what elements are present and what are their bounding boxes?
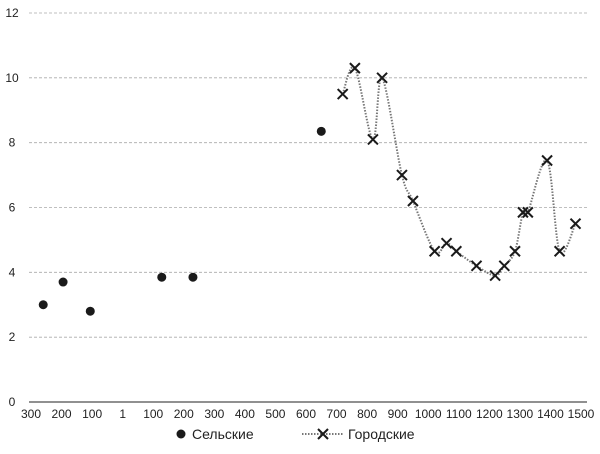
urban-point-x-marker [541, 154, 553, 167]
urban-point-x-marker [509, 245, 521, 257]
x-tick-label: 900 [388, 407, 408, 421]
urban-point-x-marker [470, 260, 483, 272]
x-tick-label: 200 [174, 407, 194, 421]
x-tick-label: 400 [235, 407, 255, 421]
urban-point-x-marker [336, 88, 349, 100]
rural-point-dot [157, 272, 167, 282]
x-tick-label: 1500 [568, 407, 595, 421]
x-tick-label: 800 [357, 407, 377, 421]
urban-point-x-marker [407, 195, 419, 207]
urban-point-x-marker [440, 237, 453, 249]
urban-point-x-marker [553, 245, 566, 257]
x-tick-label: 200 [52, 407, 72, 421]
rural-point-dot [316, 126, 326, 136]
rural-point-dot [58, 277, 68, 287]
y-tick-label: 2 [9, 330, 16, 344]
gridlines [29, 12, 587, 403]
x-tick-label: 300 [204, 407, 224, 421]
x-tick-label: 600 [296, 407, 316, 421]
y-tick-label: 8 [9, 136, 16, 150]
x-tick-label: 300 [21, 407, 41, 421]
x-tick-label: 1300 [507, 407, 534, 421]
y-tick-label: 12 [5, 6, 19, 20]
urban-point-x-marker [489, 269, 501, 282]
x-tick-label: 1000 [415, 407, 442, 421]
urban-point-x-marker [376, 72, 388, 84]
y-tick-label: 4 [9, 265, 16, 279]
urban-point-x-marker [569, 218, 582, 230]
x-tick-label: 1400 [537, 407, 564, 421]
urban-series-line [341, 65, 577, 277]
series [38, 62, 582, 316]
urban-point-x-marker [498, 260, 511, 272]
legend-x-marker [317, 428, 329, 440]
urban-point-x-marker [396, 169, 408, 181]
x-tick-label: 100 [82, 407, 102, 421]
legend-label-urban: Городские [348, 426, 415, 442]
y-tick-label: 6 [9, 201, 16, 215]
urban-point-x-marker [428, 245, 441, 257]
rural-point-dot [85, 306, 95, 316]
x-tick-label: 1 [119, 407, 126, 421]
y-axis-ticks: 0 2 4 6 8 10 12 [5, 6, 19, 409]
legend: Сельские Городские [176, 426, 415, 442]
legend-dot-marker [176, 429, 186, 439]
y-tick-label: 10 [5, 71, 19, 85]
x-tick-label: 100 [143, 407, 163, 421]
rural-point-dot [188, 272, 198, 282]
x-tick-label: 1200 [476, 407, 503, 421]
urban-point-x-marker [349, 62, 361, 74]
rural-point-dot [38, 300, 48, 310]
y-tick-label: 0 [9, 395, 16, 409]
urban-point-x-marker [522, 206, 534, 219]
urban-point-x-marker [367, 133, 379, 146]
urban-point-x-marker [517, 206, 529, 219]
x-tick-label: 1100 [446, 407, 472, 421]
x-axis-ticks: 300 200 100 1 100 200 300 400 500 600 700 800 900 100… [21, 407, 595, 421]
urban-point-x-marker [450, 245, 463, 257]
legend-label-rural: Сельские [192, 426, 254, 442]
x-tick-label: 700 [327, 407, 347, 421]
x-tick-label: 500 [265, 407, 285, 421]
